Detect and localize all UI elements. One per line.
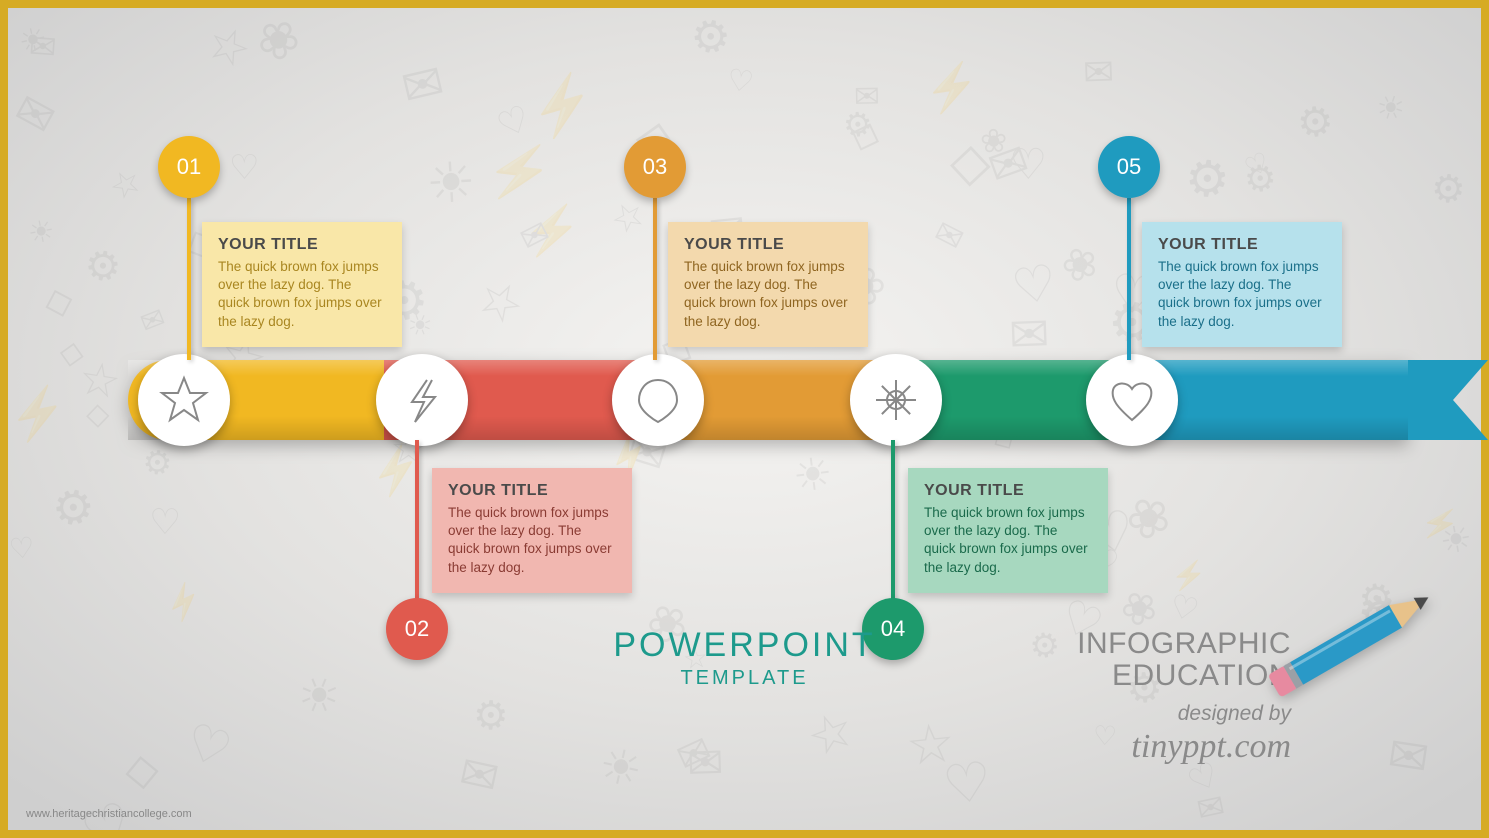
star-icon (159, 375, 209, 425)
presentation-title-line1: POWERPOINT (613, 626, 875, 665)
brand-line1: INFOGRAPHIC (1077, 628, 1291, 660)
timeline-node-2 (376, 354, 468, 446)
brand-designed-by: designed by (1077, 703, 1291, 725)
brand-block: INFOGRAPHIC EDUCATION designed by tinypp… (1077, 628, 1291, 765)
bolt-icon (397, 375, 447, 425)
watermark: www.heritagechristiancollege.com (26, 808, 192, 820)
sun-icon (871, 375, 921, 425)
timeline-stem-04 (891, 440, 895, 600)
timeline-node-3 (612, 354, 704, 446)
step-body-04: The quick brown fox jumps over the lazy … (924, 504, 1092, 577)
timeline-node-5 (1086, 354, 1178, 446)
pin-icon (633, 375, 683, 425)
presentation-title-line2: TEMPLATE (613, 667, 875, 690)
step-callout-01: YOUR TITLE The quick brown fox jumps over… (202, 222, 402, 347)
step-title-05: YOUR TITLE (1158, 236, 1326, 254)
step-title-04: YOUR TITLE (924, 482, 1092, 500)
step-badge-01: 01 (158, 136, 220, 198)
step-title-01: YOUR TITLE (218, 236, 386, 254)
timeline-stem-02 (415, 440, 419, 600)
step-callout-03: YOUR TITLE The quick brown fox jumps over… (668, 222, 868, 347)
step-badge-03: 03 (624, 136, 686, 198)
timeline-node-4 (850, 354, 942, 446)
timeline-node-1 (138, 354, 230, 446)
heart-icon (1107, 375, 1157, 425)
timeline-bar-tail (1408, 360, 1488, 440)
timeline-stem-05 (1127, 198, 1131, 360)
step-callout-04: YOUR TITLE The quick brown fox jumps over… (908, 468, 1108, 593)
presentation-title: POWERPOINT TEMPLATE (613, 626, 875, 690)
step-body-01: The quick brown fox jumps over the lazy … (218, 258, 386, 331)
brand-line2: EDUCATION (1077, 660, 1291, 692)
timeline-stem-01 (187, 198, 191, 360)
step-title-02: YOUR TITLE (448, 482, 616, 500)
brand-url: tinyppt.com (1077, 729, 1291, 765)
step-title-03: YOUR TITLE (684, 236, 852, 254)
timeline-stem-03 (653, 198, 657, 360)
step-badge-02: 02 (386, 598, 448, 660)
step-body-05: The quick brown fox jumps over the lazy … (1158, 258, 1326, 331)
step-badge-05: 05 (1098, 136, 1160, 198)
step-body-03: The quick brown fox jumps over the lazy … (684, 258, 852, 331)
step-callout-05: YOUR TITLE The quick brown fox jumps over… (1142, 222, 1342, 347)
step-body-02: The quick brown fox jumps over the lazy … (448, 504, 616, 577)
step-callout-02: YOUR TITLE The quick brown fox jumps over… (432, 468, 632, 593)
timeline-segment-5 (1152, 360, 1408, 440)
